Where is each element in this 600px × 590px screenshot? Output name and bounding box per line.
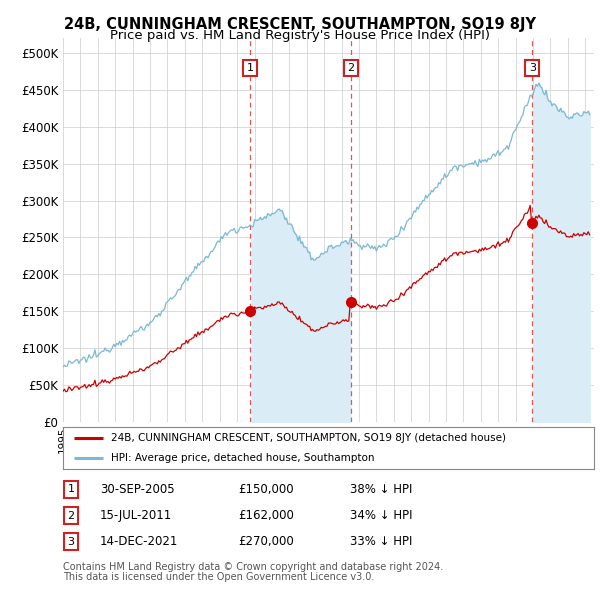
Text: Price paid vs. HM Land Registry's House Price Index (HPI): Price paid vs. HM Land Registry's House … [110,30,490,42]
Text: HPI: Average price, detached house, Southampton: HPI: Average price, detached house, Sout… [111,454,374,463]
Text: 1: 1 [67,484,74,494]
Text: 38% ↓ HPI: 38% ↓ HPI [350,483,412,496]
Text: 30-SEP-2005: 30-SEP-2005 [100,483,175,496]
Text: 15-JUL-2011: 15-JUL-2011 [100,509,172,522]
Text: 24B, CUNNINGHAM CRESCENT, SOUTHAMPTON, SO19 8JY: 24B, CUNNINGHAM CRESCENT, SOUTHAMPTON, S… [64,17,536,31]
Text: 3: 3 [529,63,536,73]
Text: 2: 2 [347,63,355,73]
Text: Contains HM Land Registry data © Crown copyright and database right 2024.: Contains HM Land Registry data © Crown c… [63,562,443,572]
Text: 33% ↓ HPI: 33% ↓ HPI [350,535,412,548]
Text: 1: 1 [247,63,254,73]
Text: 34% ↓ HPI: 34% ↓ HPI [350,509,412,522]
Text: This data is licensed under the Open Government Licence v3.0.: This data is licensed under the Open Gov… [63,572,374,582]
Text: 2: 2 [67,510,74,520]
Text: £270,000: £270,000 [238,535,294,548]
Text: 24B, CUNNINGHAM CRESCENT, SOUTHAMPTON, SO19 8JY (detached house): 24B, CUNNINGHAM CRESCENT, SOUTHAMPTON, S… [111,433,506,443]
Text: 3: 3 [67,536,74,546]
Text: 14-DEC-2021: 14-DEC-2021 [100,535,179,548]
Text: £162,000: £162,000 [238,509,294,522]
Text: £150,000: £150,000 [238,483,294,496]
